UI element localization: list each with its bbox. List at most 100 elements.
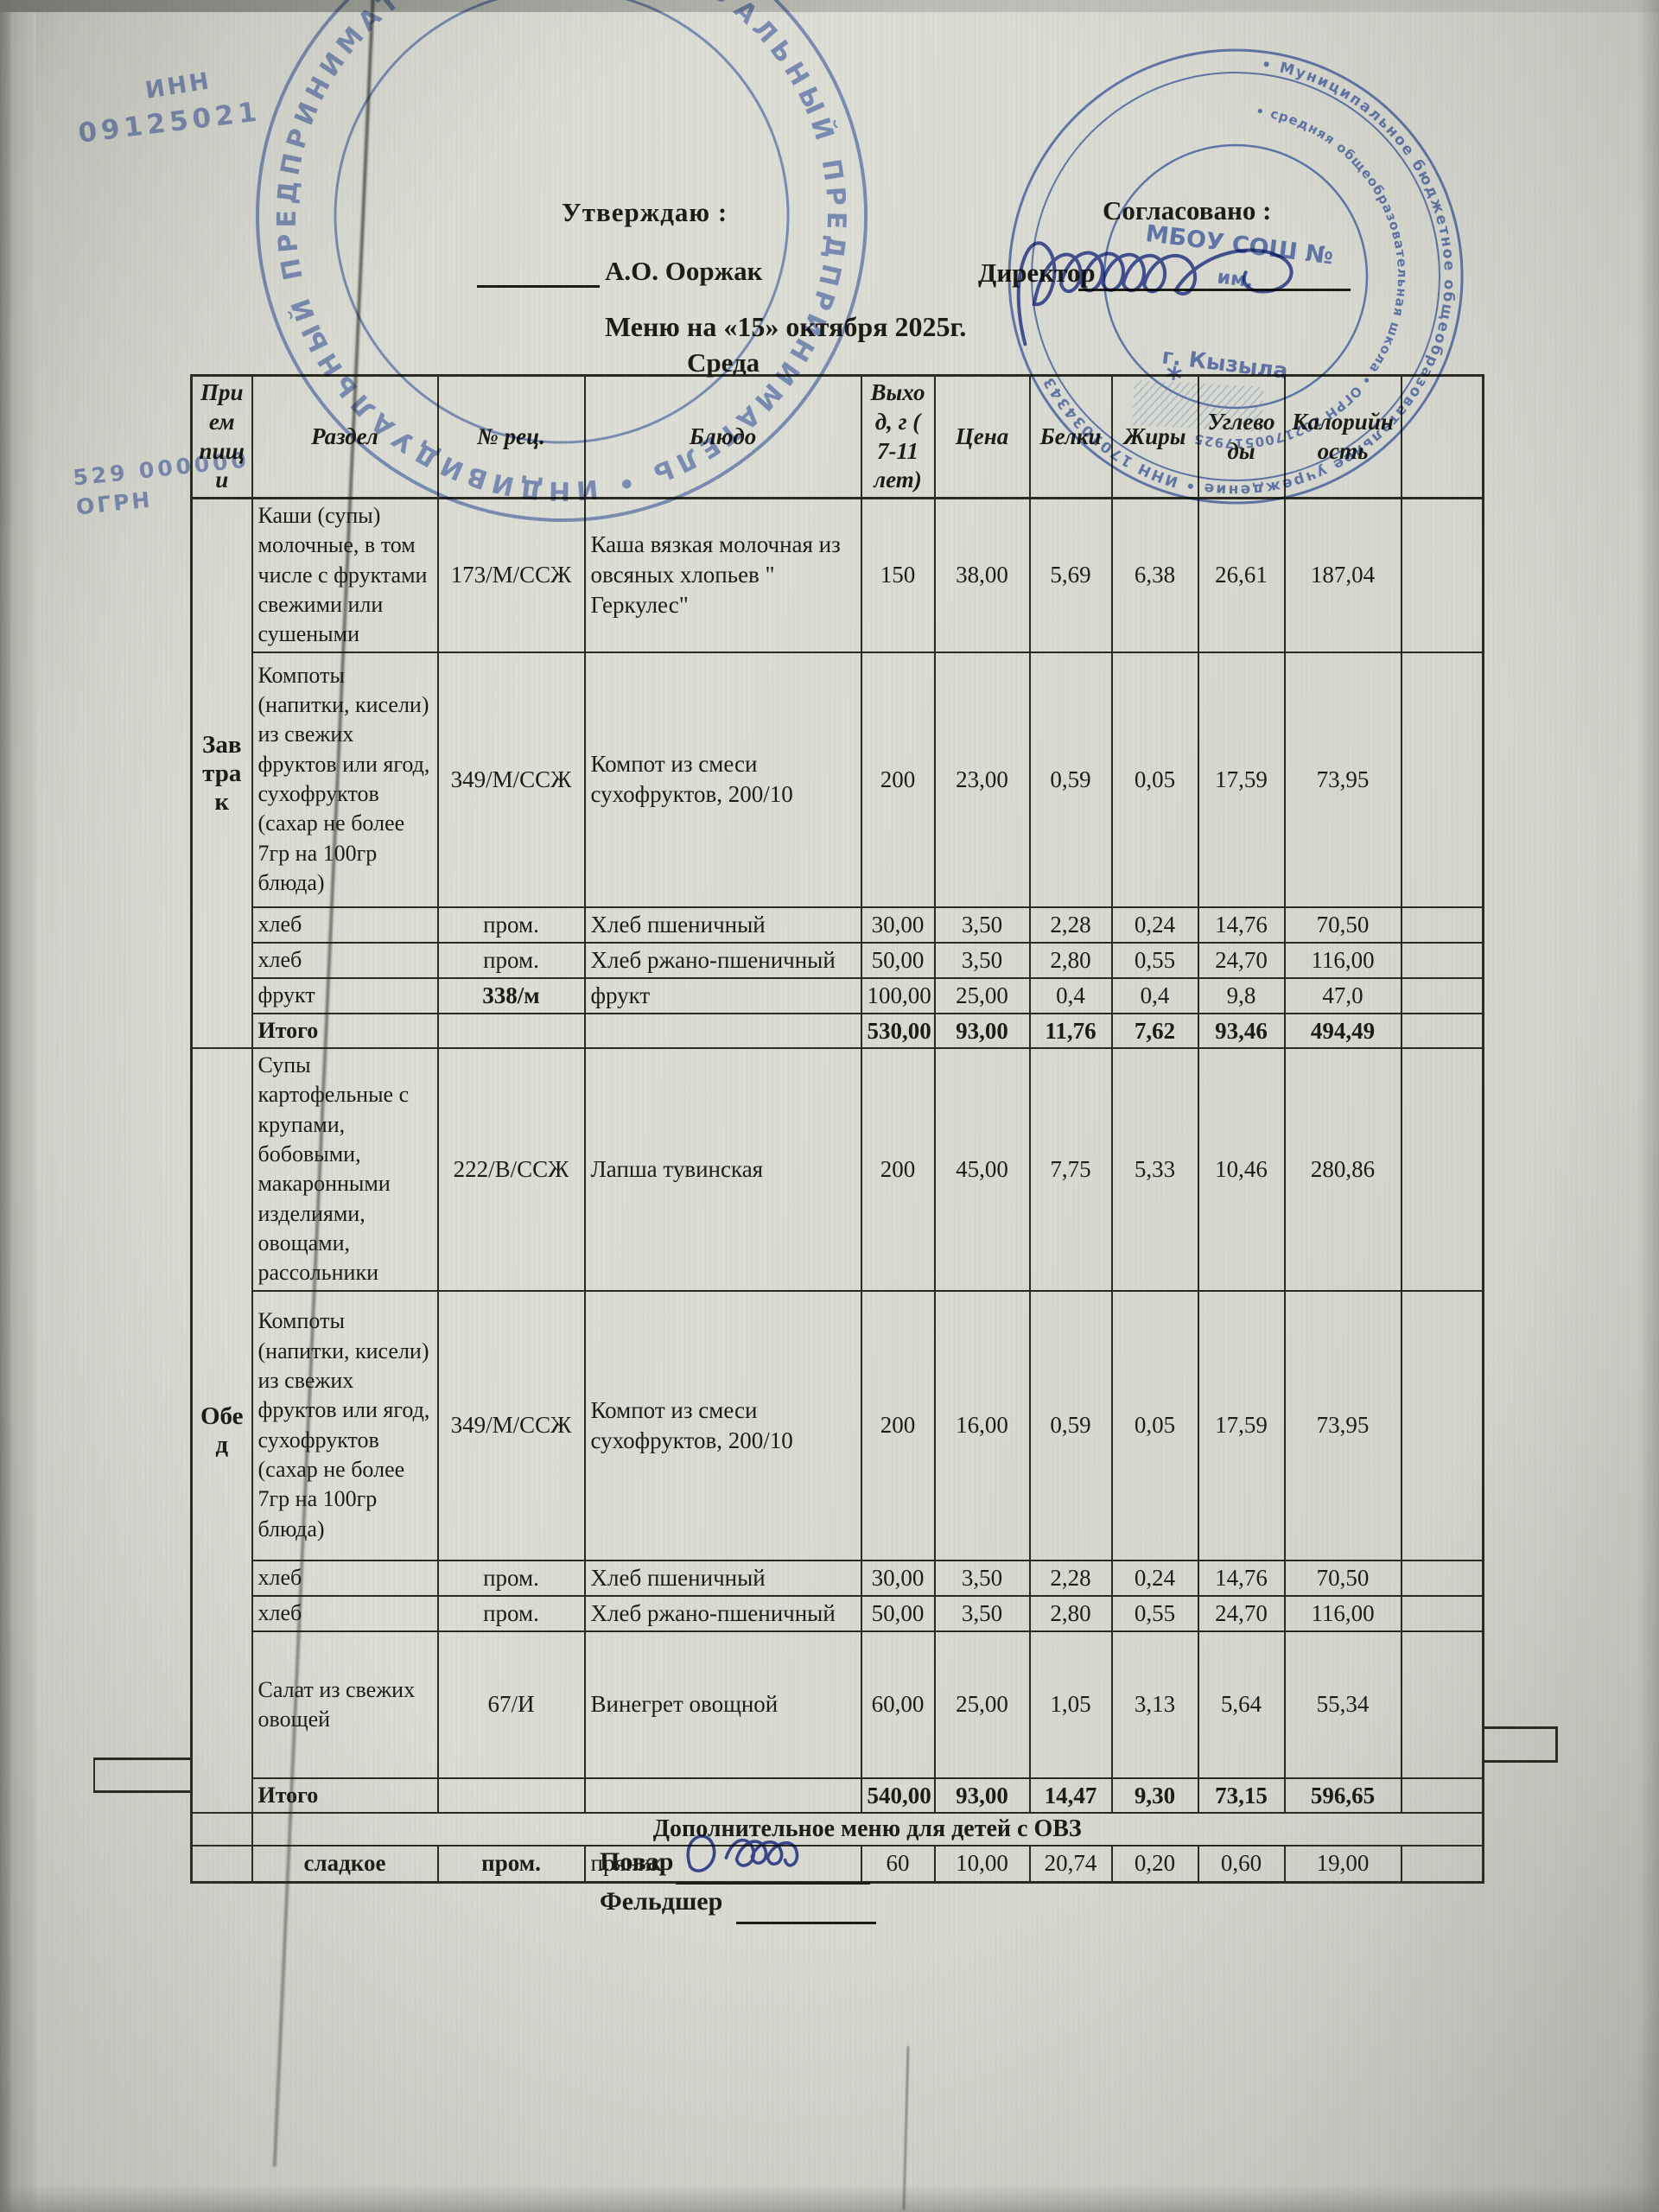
table-row: хлеб пром. Хлеб пшеничный 30,00 3,50 2,28 0,24… [192, 1559, 1484, 1597]
value-cell: 596,65 [1283, 1777, 1402, 1815]
value-cell: 10,00 [933, 1845, 1031, 1884]
value-cell: 17,59 [1197, 1289, 1286, 1561]
dish-cell: фрукт [583, 976, 862, 1014]
value-cell: 9,30 [1110, 1777, 1199, 1815]
col-header: Раздел [251, 374, 439, 499]
value-cell: 200 [860, 1047, 936, 1292]
table-row: сладкое пром. пряник 60 10,00 20,74 0,20 0,60 19… [190, 1845, 1484, 1884]
empty-cell [190, 1812, 253, 1847]
recipe-number-cell: пром. [436, 1594, 586, 1632]
value-cell: 0,60 [1197, 1845, 1286, 1884]
recipe-number-cell: 222/В/ССЖ [436, 1047, 586, 1292]
dish-cell: Хлеб пшеничный [583, 906, 862, 944]
col-header: Жиры [1110, 374, 1199, 499]
dish-cell: Лапша тувинская [583, 1047, 862, 1292]
recipe-number-cell: 173/М/ССЖ [436, 497, 586, 653]
empty-cell [1400, 1047, 1484, 1292]
table-row: хлеб пром. Хлеб ржано-пшеничный 50,00 3,50 2,… [192, 1594, 1484, 1632]
header-row: Прием пищи Раздел № рец. Блюдо Выход, г ( 7-… [190, 374, 1484, 499]
value-cell: 3,50 [933, 1594, 1031, 1632]
page-title: Меню на «15» октября 2025г. [605, 311, 967, 342]
stamp-text-fragment: ОГРН [74, 486, 154, 520]
value-cell: 70,50 [1283, 1559, 1402, 1597]
value-cell: 10,46 [1197, 1047, 1286, 1292]
paper-edge-bottom [0, 2184, 1659, 2212]
dish-cell [583, 1777, 862, 1815]
table-row: Итого 540,00 93,00 14,47 9,30 73,15 596,65 [192, 1777, 1484, 1815]
value-cell: 0,59 [1028, 651, 1113, 908]
extra-menu-banner: Дополнительное меню для детей с ОВЗ [251, 1812, 1484, 1847]
paper-stack-edge [10, 0, 22, 2212]
recipe-number-cell: пром. [436, 906, 586, 944]
paramedic-signature-line [736, 1922, 876, 1924]
paper-crease-small [902, 2045, 910, 2211]
dish-cell: Хлеб пшеничный [583, 1559, 862, 1597]
razdel-cell: Компоты (напитки, кисели) из свежих фрук… [251, 1289, 439, 1561]
paper-stack-edge [0, 0, 10, 2212]
col-header: Калорийность [1283, 374, 1402, 499]
svg-text:МБОУ СОШ №: МБОУ СОШ № [1144, 220, 1335, 270]
value-cell: 26,61 [1197, 497, 1286, 653]
dish-cell: Хлеб ржано-пшеничный [583, 1594, 862, 1632]
stamp-text-fragment: ИНН [143, 67, 213, 105]
empty-cell [1400, 651, 1484, 908]
dish-cell: Каша вязкая молочная из овсяных хлопьев … [583, 497, 862, 653]
empty-cell [1400, 1289, 1484, 1561]
col-header-empty [1400, 374, 1484, 499]
stray-rule-line [93, 1758, 190, 1760]
razdel-cell: Итого [251, 1012, 439, 1050]
recipe-number-cell: пром. [436, 941, 586, 979]
stamp-text-fragment: 09125021 [76, 96, 263, 149]
value-cell: 280,86 [1283, 1047, 1402, 1292]
value-cell: 7,62 [1110, 1012, 1199, 1050]
value-cell: 73,95 [1283, 1289, 1402, 1561]
value-cell: 30,00 [860, 906, 936, 944]
value-cell: 3,50 [933, 1559, 1031, 1597]
value-cell: 23,00 [933, 651, 1031, 908]
table-row: хлеб пром. Хлеб ржано-пшеничный 50,00 3,50 2,… [192, 941, 1484, 979]
recipe-number-cell [436, 1012, 586, 1050]
value-cell: 150 [860, 497, 936, 653]
value-cell: 0,05 [1110, 651, 1199, 908]
approve-signature-line [477, 285, 600, 288]
recipe-number-cell [436, 1777, 586, 1815]
razdel-cell: Каши (супы) молочные, в том числе с фрук… [251, 497, 439, 653]
value-cell: 0,24 [1110, 906, 1199, 944]
agree-label: Согласовано : [1103, 195, 1272, 226]
col-header: № рец. [436, 374, 586, 499]
value-cell: 0,4 [1110, 976, 1199, 1014]
empty-cell [1400, 1777, 1484, 1815]
cook-label: Повар [600, 1847, 674, 1876]
empty-cell [1400, 1012, 1484, 1050]
meal-cell: Обед [190, 1047, 253, 1815]
value-cell: 93,46 [1197, 1012, 1286, 1050]
value-cell: 24,70 [1197, 1594, 1286, 1632]
empty-cell [1400, 1559, 1484, 1597]
dish-cell: Компот из смеси сухофруктов, 200/10 [583, 1289, 862, 1561]
value-cell: 0,20 [1110, 1845, 1199, 1884]
razdel-cell: Супы картофельные с крупами, бобовыми, м… [251, 1047, 439, 1292]
empty-cell [1400, 1594, 1484, 1632]
value-cell: 3,50 [933, 941, 1031, 979]
value-cell: 14,47 [1028, 1777, 1113, 1815]
value-cell: 2,80 [1028, 1594, 1113, 1632]
recipe-number-cell: пром. [436, 1845, 586, 1884]
value-cell: 116,00 [1283, 1594, 1402, 1632]
dish-cell: Хлеб ржано-пшеничный [583, 941, 862, 979]
recipe-number-cell: пром. [436, 1559, 586, 1597]
value-cell: 25,00 [933, 976, 1031, 1014]
value-cell: 5,69 [1028, 497, 1113, 653]
value-cell: 0,59 [1028, 1289, 1113, 1561]
value-cell: 93,00 [933, 1012, 1031, 1050]
value-cell: 11,76 [1028, 1012, 1113, 1050]
value-cell: 25,00 [933, 1630, 1031, 1779]
razdel-cell: сладкое [251, 1845, 439, 1884]
razdel-cell: Итого [251, 1777, 439, 1815]
table-row: Салат из свежих овощей 67/И Винегрет овощн… [192, 1630, 1484, 1779]
value-cell: 2,28 [1028, 1559, 1113, 1597]
dish-cell: Компот из смеси сухофруктов, 200/10 [583, 651, 862, 908]
razdel-cell: хлеб [251, 906, 439, 944]
value-cell: 50,00 [860, 1594, 936, 1632]
empty-cell [1400, 1845, 1484, 1884]
